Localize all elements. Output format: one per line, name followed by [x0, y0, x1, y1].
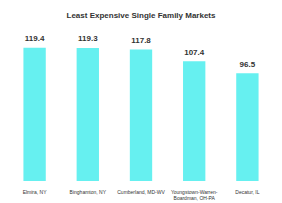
svg-text:Cumberland, MD-WV: Cumberland, MD-WV — [117, 189, 165, 195]
svg-text:119.4: 119.4 — [25, 34, 45, 43]
svg-text:Least Expensive Single Family: Least Expensive Single Family Markets — [67, 11, 217, 20]
svg-text:Youngstown-Warren-: Youngstown-Warren- — [170, 189, 218, 195]
svg-text:Binghamton, NY: Binghamton, NY — [70, 189, 107, 195]
svg-text:96.5: 96.5 — [240, 60, 256, 69]
svg-text:107.4: 107.4 — [184, 48, 205, 57]
svg-text:Elmira, NY: Elmira, NY — [23, 189, 48, 195]
svg-text:119.3: 119.3 — [78, 34, 98, 43]
svg-text:117.8: 117.8 — [131, 36, 151, 45]
svg-text:Boardman, OH-PA: Boardman, OH-PA — [174, 195, 216, 201]
svg-text:Decatur, IL: Decatur, IL — [235, 189, 259, 195]
